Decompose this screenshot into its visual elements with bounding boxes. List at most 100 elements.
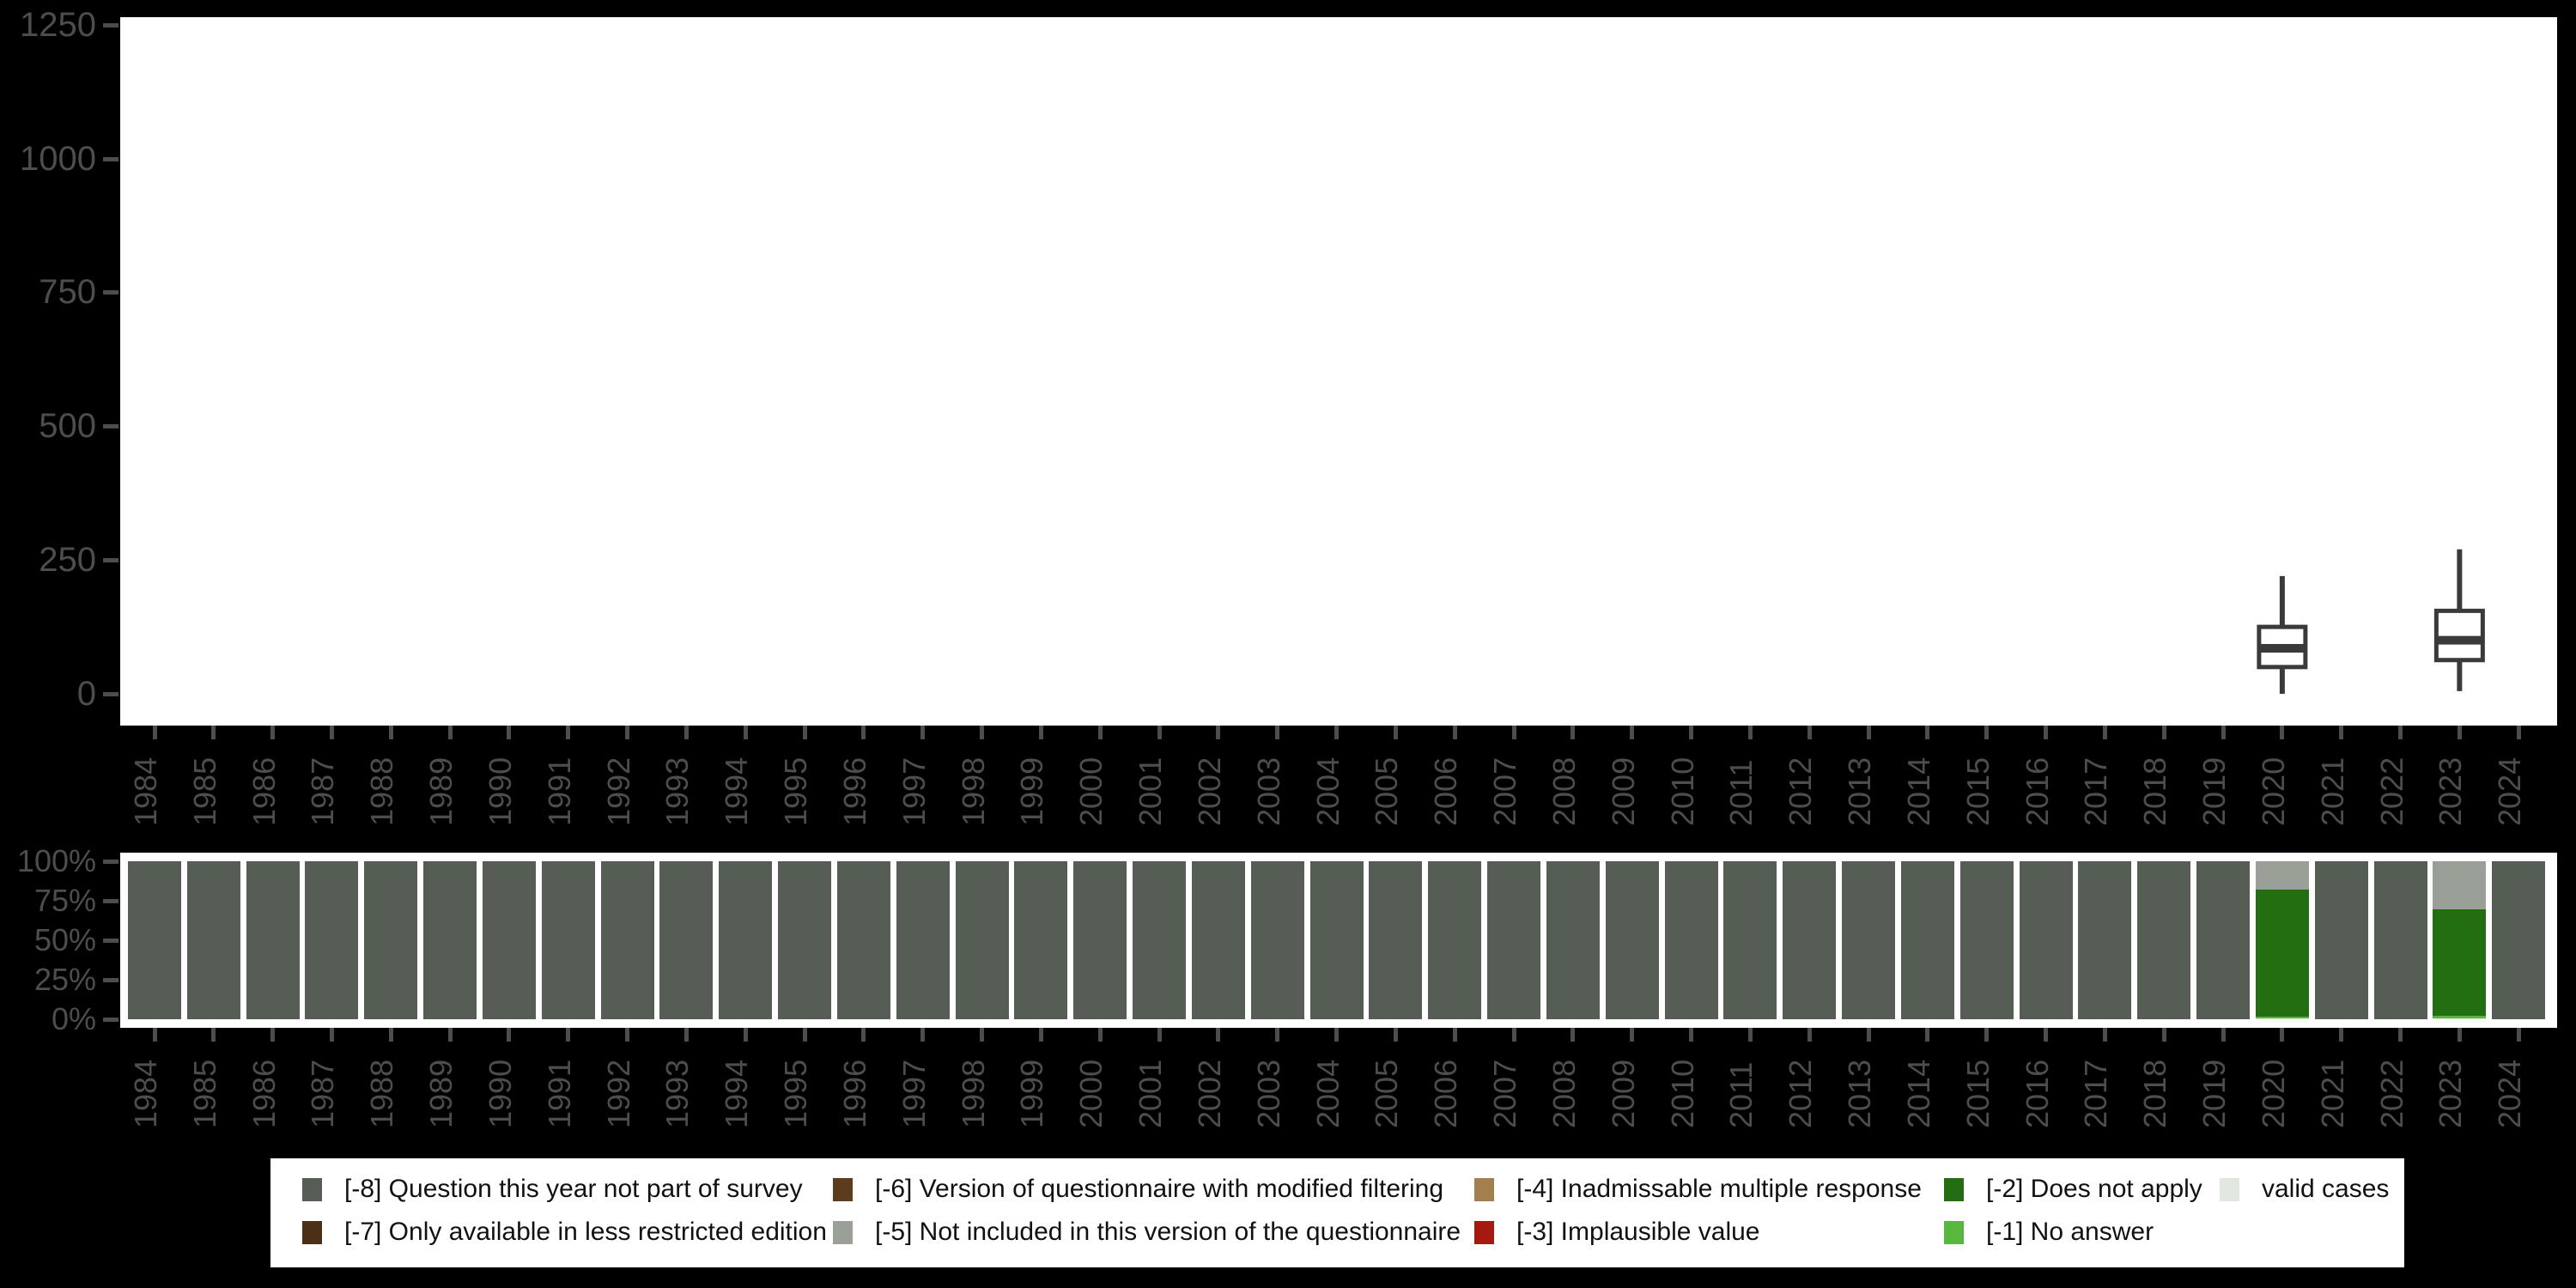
stacked-bar-panel [120,853,2557,1028]
y-tick-label: 75% [33,883,96,918]
x-tick-label-2007: 2007 [1487,756,1523,826]
bar-1999 [1014,861,1068,1019]
x-tick [1866,726,1871,739]
bar-1989 [423,861,477,1019]
x-tick [1984,1028,1990,1042]
bar-segment-2021--8 [2314,861,2368,1019]
x-tick-label-2024: 2024 [2492,756,2528,826]
x-tick [683,726,689,739]
legend-label--4: [-4] Inadmissable multiple response [1516,1175,1922,1203]
x-tick-label-2020: 2020 [2255,1059,2291,1128]
x-tick [1807,726,1812,739]
x-tick [920,1028,926,1042]
bar-segment-1995--8 [778,861,832,1019]
bar-2019 [2196,861,2251,1019]
x-tick [743,1028,748,1042]
x-tick [2044,726,2049,739]
x-tick-label-2001: 2001 [1133,756,1169,826]
bar-segment-2023-valid [2433,1018,2487,1019]
boxplot-panel [120,17,2557,726]
legend-item--7: [-7] Only available in less restricted e… [302,1215,827,1249]
bar-2020 [2255,861,2309,1019]
x-tick-label-1999: 1999 [1014,1059,1050,1128]
bar-2021 [2314,861,2368,1019]
x-tick-label-2018: 2018 [2137,756,2173,826]
x-tick [1334,726,1340,739]
legend-label-valid: valid cases [2262,1175,2390,1203]
x-tick-label-2003: 2003 [1250,756,1286,826]
legend-item--4: [-4] Inadmissable multiple response [1474,1172,1922,1206]
x-tick-label-2009: 2009 [1605,756,1641,826]
x-tick-label-1997: 1997 [896,756,932,826]
legend-swatch-valid [2220,1177,2239,1201]
boxplot-2023 [2433,549,2485,691]
bar-segment-2001--8 [1133,861,1187,1019]
legend-swatch--1 [1944,1220,1964,1244]
bar-2016 [2019,861,2073,1019]
bar-segment-1985--8 [186,861,240,1019]
legend-label--7: [-7] Only available in less restricted e… [344,1218,827,1246]
bar-segment-2002--8 [1191,861,1245,1019]
x-tick [1452,1028,1457,1042]
bar-2023 [2433,861,2487,1019]
x-tick [1866,1028,1871,1042]
x-tick [980,726,985,739]
x-tick-label-2022: 2022 [2373,1059,2409,1128]
x-tick-label-1990: 1990 [482,1059,518,1128]
x-tick-label-1988: 1988 [364,1059,400,1128]
bar-segment-2020-valid [2255,1018,2309,1019]
x-tick-label-2019: 2019 [2196,756,2233,826]
x-tick-label-2012: 2012 [1783,1059,1819,1128]
x-tick-label-1984: 1984 [128,1059,163,1128]
bar-1987 [305,861,359,1019]
bar-segment-2020--1 [2255,1016,2309,1019]
x-tick [152,1028,157,1042]
bar-segment-1993--8 [659,861,714,1019]
bar-segment-2019--8 [2196,861,2251,1019]
x-tick [683,1028,689,1042]
x-tick-label-2010: 2010 [1664,756,1700,826]
bar-segment-1986--8 [246,861,300,1019]
x-tick-label-2024: 2024 [2492,1059,2528,1128]
x-tick-label-1991: 1991 [541,1059,577,1128]
bar-segment-2023--1 [2433,1015,2487,1018]
x-tick-label-2014: 2014 [1900,1059,1936,1128]
x-tick-label-2011: 2011 [1723,1061,1759,1128]
bar-segment-2012--8 [1783,861,1837,1019]
bar-segment-1998--8 [955,861,1009,1019]
x-tick [1452,726,1457,739]
y-tick-label: 250 [39,541,96,580]
x-tick-label-2006: 2006 [1428,1059,1464,1128]
bar-2011 [1723,861,1777,1019]
x-tick-label-2013: 2013 [1842,756,1878,826]
bar-1986 [246,861,300,1019]
bar-2022 [2373,861,2427,1019]
bar-segment-1994--8 [719,861,773,1019]
x-tick [388,1028,393,1042]
legend-item-valid: valid cases [2220,1172,2389,1206]
x-tick [211,1028,216,1042]
x-tick [802,726,807,739]
legend-swatch--3 [1474,1220,1494,1244]
bar-2003 [1250,861,1304,1019]
bar-segment-1991--8 [541,861,595,1019]
x-tick [743,726,748,739]
x-tick-label-1995: 1995 [778,756,814,826]
legend-item--2: [-2] Does not apply [1944,1172,2202,1206]
x-tick-label-2002: 2002 [1191,756,1227,826]
x-tick-label-1985: 1985 [186,1059,222,1128]
y-tick [103,558,118,563]
bar-2015 [1959,861,2014,1019]
x-tick [2044,1028,2049,1042]
x-tick [1689,1028,1694,1042]
bar-2018 [2137,861,2191,1019]
y-tick-label: 100% [16,843,96,878]
x-tick-label-2014: 2014 [1900,756,1936,826]
x-tick-label-1991: 1991 [541,756,577,826]
bar-2014 [1900,861,1954,1019]
legend-item--8: [-8] Question this year not part of surv… [302,1172,803,1206]
x-tick-label-2019: 2019 [2196,1059,2233,1128]
x-tick [1925,1028,1930,1042]
x-tick [2221,726,2226,739]
x-tick-label-1998: 1998 [955,756,991,826]
